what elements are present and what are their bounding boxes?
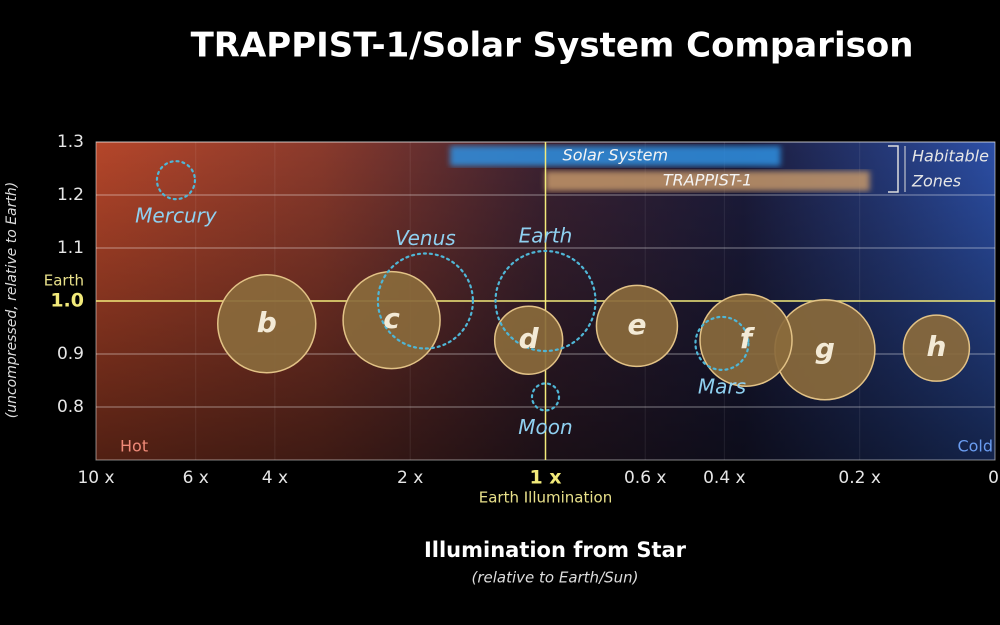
chart-title: TRAPPIST-1/Solar System Comparison: [191, 26, 914, 66]
planet-label: f: [740, 322, 756, 355]
planet: [595, 284, 679, 368]
solar-body: [155, 160, 197, 201]
x-tick-label: 0.6 x: [624, 468, 667, 488]
planet: [902, 314, 971, 382]
x-tick-label: 1 x: [529, 467, 561, 489]
zone-name: Solar System: [563, 146, 669, 165]
y-axis-title: (uncompressed, relative to Earth): [4, 182, 20, 418]
zone-bracket: [888, 145, 899, 193]
body-label: Mars: [698, 374, 746, 398]
planet-label: b: [257, 306, 277, 339]
y-tick-label: 0.9: [57, 344, 84, 364]
solar-body: [694, 315, 750, 371]
labels: 0.8 0.9 1.0 1.1 1.2 1.3 10 x 6 x 4 x 2 x 1 x 0.6 x 0…: [44, 132, 999, 507]
zones-label: Zones: [911, 172, 961, 191]
solar-body: [494, 249, 597, 353]
planet-label: h: [926, 330, 946, 363]
x-reference-label: Earth Illumination: [479, 489, 612, 507]
habitable-zones: [450, 146, 870, 191]
x-tick-label: 4 x: [262, 468, 288, 488]
body-label: Venus: [395, 226, 456, 250]
y-tick-label: 1.1: [57, 238, 84, 258]
y-tick-label: 1.2: [57, 185, 84, 205]
x-tick-label: 2 x: [397, 468, 423, 488]
x-tick-label: 0.2 x: [838, 468, 881, 488]
hot-label: Hot: [120, 437, 148, 456]
zones-label: Habitable: [912, 147, 989, 166]
planet: [216, 274, 317, 374]
planet-label: d: [519, 322, 540, 355]
x-tick-label: 0.4 x: [703, 468, 746, 488]
solar-body: [376, 252, 475, 350]
planet-label: c: [383, 302, 400, 335]
body-label: Earth: [519, 224, 573, 248]
y-reference-label: Earth: [44, 272, 84, 290]
x-tick-label: 6 x: [183, 468, 209, 488]
planet-label: g: [815, 332, 835, 365]
y-tick-label: 0.8: [57, 397, 84, 417]
x-axis-subtitle: (relative to Earth/Sun): [471, 569, 638, 587]
body-label: Mercury: [135, 204, 218, 228]
y-tick-label: 1.0: [50, 290, 84, 312]
x-tick-label: 0: [988, 468, 999, 488]
habitable-zone: [450, 146, 781, 166]
planet: [493, 305, 564, 375]
bubbles: [155, 160, 971, 412]
x-axis-title: Illumination from Star: [424, 538, 687, 562]
body-label: Moon: [518, 415, 572, 439]
solar-body: [530, 382, 561, 412]
y-tick-label: 1.3: [57, 132, 84, 152]
planet: [342, 270, 441, 370]
habitable-zone: [545, 171, 870, 191]
cold-label: Cold: [957, 437, 993, 456]
zone-name: TRAPPIST-1: [663, 171, 752, 190]
planet-label: e: [627, 308, 646, 341]
x-tick-label: 10 x: [77, 468, 114, 488]
